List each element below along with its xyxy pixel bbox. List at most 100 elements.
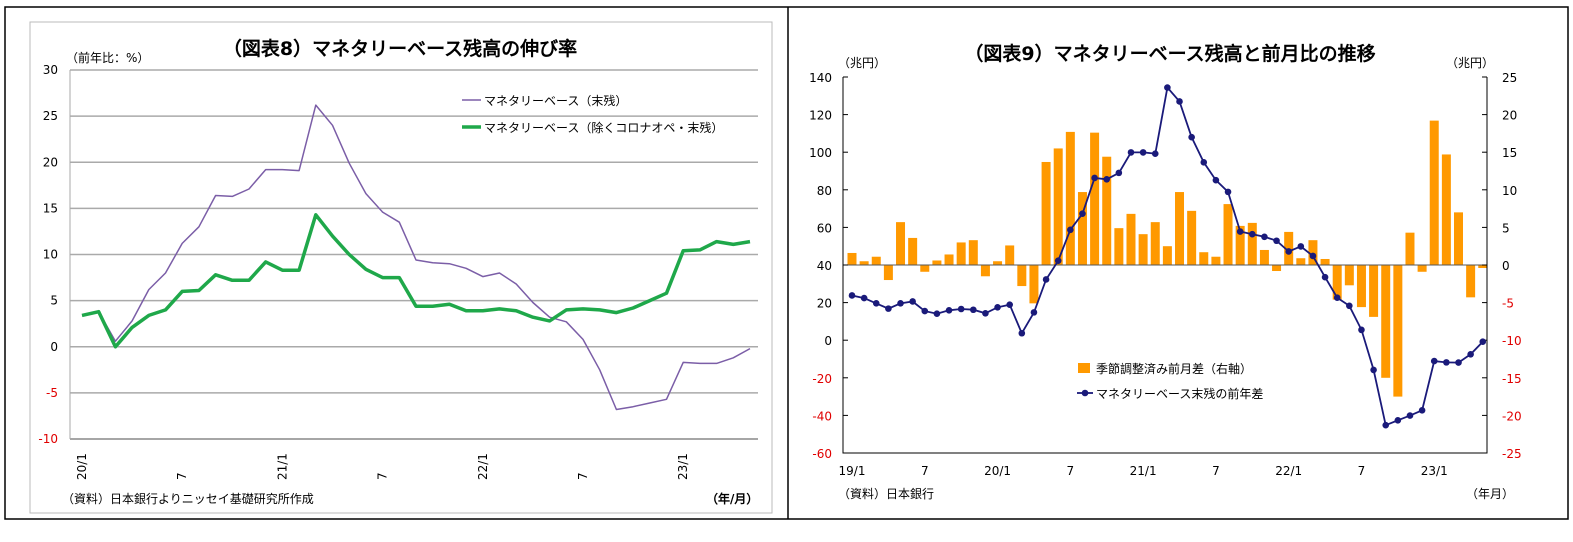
bar — [1150, 222, 1160, 265]
bar — [1429, 120, 1439, 265]
bar — [968, 240, 978, 265]
y-left-tick-label: 40 — [817, 259, 832, 273]
bar — [1441, 154, 1451, 265]
bar — [1356, 265, 1366, 308]
data-point — [1418, 407, 1426, 414]
bar — [1211, 256, 1221, 265]
bar — [1199, 252, 1209, 265]
bar — [1187, 210, 1197, 265]
series-line-2 — [81, 213, 751, 349]
legend-swatch-bars — [1078, 363, 1090, 373]
bar — [1466, 265, 1476, 298]
data-point — [1115, 169, 1123, 177]
y-right-tick-label: -10 — [1502, 334, 1522, 348]
bar — [980, 265, 990, 277]
x-tick-label: 7 — [1358, 464, 1366, 478]
chart-left: （図表8）マネタリーベース残高の伸び率 （前年比：%） （資料）日本銀行よりニッ… — [38, 37, 758, 506]
bar — [847, 252, 857, 265]
bar — [871, 256, 881, 265]
bar — [1247, 222, 1257, 265]
left-chart-frame — [29, 21, 773, 514]
data-point — [1127, 149, 1135, 156]
y-tick-label: 10 — [43, 248, 58, 262]
data-point — [1091, 174, 1098, 182]
source-note: （資料）日本銀行 — [838, 487, 934, 501]
data-point — [1430, 357, 1438, 365]
data-point — [1224, 188, 1232, 196]
bar — [1090, 132, 1100, 265]
data-point — [1309, 252, 1317, 260]
y-tick-label: 15 — [43, 201, 58, 215]
y-tick-label: 5 — [50, 294, 58, 308]
bar — [932, 260, 942, 265]
y-left-tick-label: 120 — [809, 109, 832, 123]
bar — [1223, 204, 1233, 265]
bar — [1138, 234, 1148, 265]
x-tick-label: 7 — [1067, 464, 1075, 478]
bar — [1053, 148, 1063, 265]
bar — [1029, 265, 1039, 304]
y-tick-label: 30 — [43, 63, 58, 77]
legend: マネタリーベース（末残） マネタリーベース（除くコロナオペ・末残） — [462, 94, 723, 135]
bar — [1065, 131, 1075, 265]
y-left-tick-label: 100 — [809, 146, 832, 160]
x-tick-label: 7 — [921, 464, 929, 478]
y-right-tick-label: 25 — [1502, 71, 1517, 85]
bar — [1175, 192, 1185, 265]
bar — [1478, 265, 1488, 269]
y-right-tick-label: 20 — [1502, 109, 1517, 123]
bar — [920, 265, 930, 272]
bar — [1454, 212, 1463, 265]
bar — [1308, 240, 1318, 265]
bar — [1114, 228, 1124, 265]
x-tick-label: 19/1 — [839, 464, 866, 478]
data-point — [994, 304, 1001, 311]
outer-frame — [4, 6, 1569, 520]
bar — [1259, 249, 1269, 265]
data-point — [1273, 237, 1280, 245]
legend-swatch-marker — [1081, 389, 1089, 397]
data-point — [957, 305, 965, 313]
y-right-tick-label: -20 — [1502, 409, 1522, 423]
legend-label-bars: 季節調整済み前月差（右軸） — [1096, 361, 1252, 376]
data-point — [1406, 412, 1414, 419]
data-point — [909, 298, 916, 305]
bar — [993, 261, 1003, 265]
x-tick-label: 21/1 — [275, 453, 289, 480]
bar — [896, 222, 906, 265]
y-right-tick-label: 0 — [1502, 259, 1510, 273]
data-point — [970, 306, 977, 314]
y-tick-label: -10 — [38, 432, 58, 446]
bar — [1344, 265, 1354, 286]
y-tick-label: -5 — [46, 386, 58, 400]
legend: 季節調整済み前月差（右軸） マネタリーベース末残の前年差 — [1077, 361, 1263, 401]
y-left-tick-label: 140 — [809, 71, 832, 85]
y-axis-left-label: （兆円） — [838, 56, 886, 70]
chart-right: （図表9）マネタリーベース残高と前月比の推移 （兆円） （兆円） （資料）日本銀… — [809, 42, 1522, 501]
data-point — [1042, 276, 1050, 283]
x-axis-label: （年月） — [1466, 487, 1514, 501]
y-left-tick-label: 0 — [824, 334, 832, 348]
bar — [908, 237, 918, 265]
data-point — [1443, 359, 1450, 366]
x-tick-label: 23/1 — [1421, 464, 1448, 478]
data-point — [1164, 84, 1171, 91]
series-line-1 — [81, 104, 751, 411]
data-point — [1200, 159, 1208, 166]
bar — [1005, 245, 1015, 265]
data-point — [872, 300, 880, 307]
data-point — [1006, 301, 1013, 308]
bar — [1296, 258, 1306, 265]
x-tick-label: 22/1 — [1275, 464, 1302, 478]
data-point — [1176, 98, 1183, 105]
legend-label-series-1: マネタリーベース（末残） — [484, 94, 627, 108]
data-point — [982, 310, 989, 317]
legend-label-line: マネタリーベース末残の前年差 — [1096, 386, 1263, 401]
x-tick-label: 7 — [175, 472, 189, 480]
data-point — [848, 292, 856, 299]
y-tick-label: 20 — [43, 155, 58, 169]
data-point — [1067, 226, 1074, 234]
x-tick-label: 20/1 — [75, 453, 89, 480]
bar — [1393, 265, 1403, 397]
data-point — [1370, 366, 1377, 374]
